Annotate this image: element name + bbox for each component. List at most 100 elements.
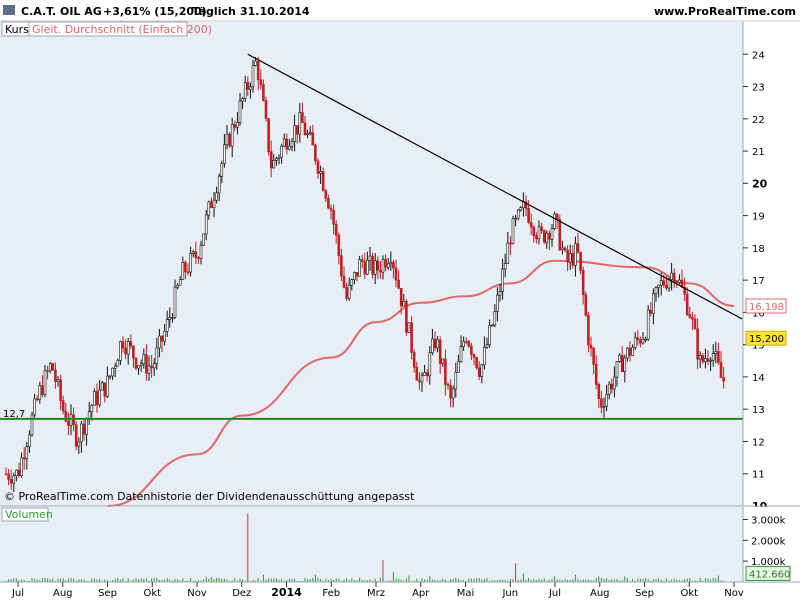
candle-body: [558, 219, 562, 251]
candle-body: [576, 243, 580, 253]
candle-body: [108, 375, 112, 378]
candle-body: [405, 300, 408, 333]
candle-body: [35, 398, 39, 401]
candle-body: [490, 324, 494, 327]
candle-body: [688, 314, 692, 318]
candle-body: [675, 281, 679, 284]
candle-body: [7, 473, 10, 480]
candle-body: [615, 361, 619, 378]
candle-body: [340, 255, 343, 277]
ma-legend-label: Gleit. Durchschnitt (Einfach 200): [32, 23, 212, 36]
candle-body: [389, 262, 393, 265]
candle-body: [698, 355, 702, 360]
candle-body: [485, 344, 489, 348]
candle-body: [579, 251, 582, 271]
candle-body: [719, 362, 723, 378]
price-axis-ticks: 101112131415161718192021222324: [743, 50, 768, 513]
volume-tick-label: 1.000k: [751, 557, 786, 568]
candle-body: [334, 223, 338, 236]
candle-body: [610, 383, 614, 390]
candle-body: [566, 249, 569, 263]
candle-body: [321, 171, 325, 191]
candle-body: [542, 230, 546, 243]
candle-body: [316, 160, 320, 174]
candle-body: [275, 158, 278, 161]
volume-axis-ticks: 1.000k 2.000k 3.000k 412.660: [743, 516, 791, 581]
time-tick-label: Dez: [232, 588, 251, 599]
resistance-trendline: [247, 53, 743, 320]
support-label: 12,7: [3, 409, 25, 420]
candle-body: [238, 100, 242, 123]
candle-body: [295, 125, 299, 135]
candle-body: [254, 60, 257, 66]
candle-body: [290, 141, 294, 147]
candle-body: [709, 359, 712, 362]
candle-body: [457, 361, 460, 373]
candle-body: [613, 376, 616, 390]
menu-icon[interactable]: [3, 5, 15, 15]
candle-body: [103, 382, 107, 397]
candle-body: [550, 228, 554, 240]
time-tick-label: Sep: [98, 588, 117, 599]
price-tick-label: 14: [752, 373, 765, 384]
candle-body: [189, 253, 192, 273]
candle-body: [202, 233, 205, 246]
time-tick-label: Okt: [680, 588, 698, 599]
price-tick-label: 22: [752, 115, 765, 126]
candle-body: [392, 262, 395, 269]
instrument-name: C.A.T. OIL AG: [21, 5, 102, 18]
candle-body: [41, 385, 44, 395]
candle-body: [592, 347, 595, 365]
candle-body: [95, 391, 99, 406]
candle-body: [223, 144, 226, 164]
candle-body: [152, 363, 156, 369]
candle-body: [475, 357, 478, 369]
price-legend-label: Kurs: [5, 23, 29, 36]
ma-legend-box: [28, 21, 188, 37]
candle-body: [269, 151, 273, 169]
candle-body: [306, 133, 309, 136]
candle-body: [267, 118, 270, 152]
candle-body: [376, 260, 380, 271]
candle-body: [186, 271, 190, 274]
candle-body: [59, 379, 62, 401]
price-tick-label: 21: [752, 147, 765, 158]
price-tick-label: 13: [752, 405, 765, 416]
candle-body: [529, 222, 533, 228]
candle-body: [230, 124, 234, 147]
candle-body: [337, 234, 341, 256]
price-axis: [743, 22, 800, 506]
candle-body: [410, 322, 413, 353]
price-tick-label: 11: [752, 470, 765, 481]
candle-body: [368, 255, 372, 261]
candle-body: [12, 475, 16, 484]
candle-body: [168, 317, 172, 320]
price-change: +3,61% (15,200): [103, 5, 207, 18]
candle-body: [147, 365, 151, 374]
candle-body: [451, 388, 455, 399]
candle-body: [607, 383, 611, 395]
candle-body: [587, 314, 590, 346]
candle-body: [412, 352, 416, 368]
candle-body: [25, 446, 29, 460]
candle-body: [581, 270, 585, 295]
time-tick-label: Apr: [412, 588, 430, 599]
volume-pane: [0, 507, 743, 582]
candle-body: [264, 100, 268, 119]
time-tick-label: Mai: [457, 588, 475, 599]
candle-body: [113, 365, 117, 369]
candle-body: [308, 132, 312, 135]
time-tick-label: Sep: [635, 588, 654, 599]
candle-body: [9, 479, 13, 484]
candle-body: [277, 156, 281, 159]
price-tick-label: 18: [752, 244, 765, 255]
candle-body: [652, 293, 655, 314]
time-tick-label: Aug: [53, 588, 73, 599]
price-tick-label: 15: [752, 341, 765, 352]
candle-body: [43, 370, 47, 395]
candle-body: [210, 201, 213, 208]
time-tick-label: Okt: [143, 588, 161, 599]
time-tick-label: Feb: [322, 588, 340, 599]
overlay-lines: 12,7: [0, 53, 743, 420]
candle-body: [535, 235, 538, 240]
